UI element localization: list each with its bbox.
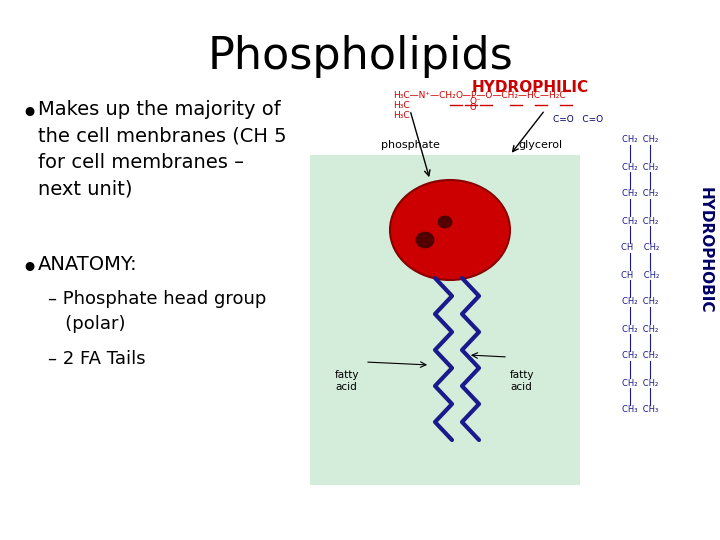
Text: phosphate: phosphate (381, 140, 439, 150)
Text: H₃C—N⁺—CH₂: H₃C—N⁺—CH₂ (393, 91, 456, 99)
Text: C=O   C=O: C=O C=O (553, 116, 603, 125)
Text: Phospholipids: Phospholipids (207, 35, 513, 78)
Text: fatty
acid: fatty acid (510, 370, 534, 392)
Text: CH₂  CH₂: CH₂ CH₂ (622, 136, 658, 145)
Text: CH₂  CH₂: CH₂ CH₂ (622, 190, 658, 199)
Text: HYDROPHOBIC: HYDROPHOBIC (698, 187, 713, 313)
Text: HYDROPHILIC: HYDROPHILIC (472, 80, 588, 95)
Text: •: • (20, 100, 38, 129)
Text: CH    CH₂: CH CH₂ (621, 271, 659, 280)
Text: CH₂  CH₂: CH₂ CH₂ (622, 217, 658, 226)
Text: H₃C: H₃C (393, 100, 410, 110)
FancyBboxPatch shape (310, 155, 580, 485)
Text: ANATOMY:: ANATOMY: (38, 255, 138, 274)
Text: •: • (20, 255, 38, 284)
Text: CH₂  CH₂: CH₂ CH₂ (622, 163, 658, 172)
Ellipse shape (416, 232, 434, 248)
Text: O: O (469, 104, 476, 112)
Text: – Phosphate head group
   (polar): – Phosphate head group (polar) (48, 290, 266, 333)
Text: H₃C: H₃C (393, 111, 410, 119)
Ellipse shape (438, 216, 452, 228)
Text: CH₂  CH₂: CH₂ CH₂ (622, 325, 658, 334)
Text: O—P—O—CH₂—HC—H₂C: O—P—O—CH₂—HC—H₂C (455, 91, 566, 99)
Text: Makes up the majority of
the cell menbranes (CH 5
for cell membranes –
next unit: Makes up the majority of the cell menbra… (38, 100, 287, 199)
Text: – 2 FA Tails: – 2 FA Tails (48, 350, 145, 368)
Text: CH₃  CH₃: CH₃ CH₃ (622, 406, 658, 415)
Ellipse shape (390, 180, 510, 280)
Text: CH₂  CH₂: CH₂ CH₂ (622, 379, 658, 388)
Text: fatty
acid: fatty acid (335, 370, 359, 392)
Text: CH    CH₂: CH CH₂ (621, 244, 659, 253)
Text: CH₂  CH₂: CH₂ CH₂ (622, 352, 658, 361)
Text: glycerol: glycerol (518, 140, 562, 150)
Text: O⁻: O⁻ (469, 98, 481, 106)
Text: CH₂  CH₂: CH₂ CH₂ (622, 298, 658, 307)
